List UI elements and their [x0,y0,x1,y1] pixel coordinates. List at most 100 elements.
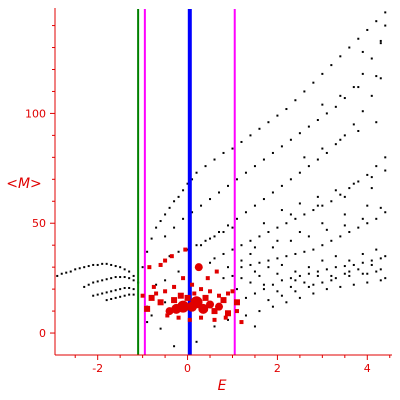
black-point [339,138,342,141]
black-point [280,294,283,297]
black-point [379,268,382,271]
black-point [177,195,180,198]
black-point [258,235,261,238]
black-point [164,279,167,282]
axes-layer: -2 0 2 4 0 50 100 [25,8,392,375]
black-point [289,277,292,280]
black-point [370,176,373,179]
black-point [348,274,351,277]
black-point [285,222,288,225]
black-point [195,171,198,174]
black-point [262,288,265,291]
black-point [343,134,346,137]
black-point [69,270,72,273]
black-points-layer [56,11,387,348]
red-point [224,310,231,317]
black-point [276,257,279,260]
black-point [213,158,216,161]
black-point [200,204,203,207]
black-point [303,281,306,284]
y-tick-label: 50 [32,217,46,230]
black-point [226,224,229,227]
black-point [128,277,131,280]
black-point [244,296,247,299]
black-point [294,290,297,293]
black-point [226,184,229,187]
black-point [321,281,324,284]
black-point [267,259,270,262]
black-point [352,86,355,89]
black-point [155,283,158,286]
black-point [280,263,283,266]
black-point [321,204,324,207]
black-point [222,231,225,234]
black-point [379,77,382,80]
black-point [379,279,382,282]
black-point [119,266,122,269]
black-point [366,281,369,284]
black-point [361,217,364,220]
black-point [348,259,351,262]
black-point [316,119,319,122]
black-point [334,189,337,192]
black-point [249,134,252,137]
black-point [289,178,292,181]
black-point [119,288,122,291]
black-point [276,272,279,275]
red-point [211,308,218,315]
black-point [379,257,382,260]
black-point [209,261,212,264]
black-point [285,108,288,111]
red-point [184,294,191,301]
black-point [222,252,225,255]
black-point [289,285,292,288]
black-point [357,129,360,132]
black-point [267,299,270,302]
black-point [177,250,180,253]
red-point [183,247,188,252]
black-point [316,158,319,161]
black-point [218,231,221,234]
red-point [199,315,204,320]
black-point [253,165,256,168]
black-point [298,202,301,205]
red-point [217,293,222,298]
red-point [187,317,192,322]
black-point [357,37,360,40]
black-point [249,239,252,242]
black-point [271,191,274,194]
black-point [74,268,77,271]
black-point [280,209,283,212]
black-point [294,252,297,255]
black-point [123,287,126,290]
black-point [298,171,301,174]
black-point [280,279,283,282]
black-point [289,239,292,242]
black-point [348,231,351,234]
black-point [240,259,243,262]
black-point [375,75,378,78]
red-point [192,291,197,296]
black-point [258,127,261,130]
red-point [190,282,195,287]
black-point [123,294,126,297]
black-point [262,222,265,225]
black-point [186,182,189,185]
black-point [343,213,346,216]
black-point [361,252,364,255]
black-point [110,263,113,266]
red-point [212,317,217,322]
black-point [101,292,104,295]
red-point [208,289,213,294]
red-point [176,315,181,320]
black-point [146,321,149,324]
black-point [280,145,283,148]
black-point [105,291,108,294]
black-point [348,46,351,49]
black-point [262,158,265,161]
black-point [361,72,364,75]
black-point [119,295,122,298]
black-point [96,263,99,266]
black-point [325,228,328,231]
black-point [253,270,256,273]
